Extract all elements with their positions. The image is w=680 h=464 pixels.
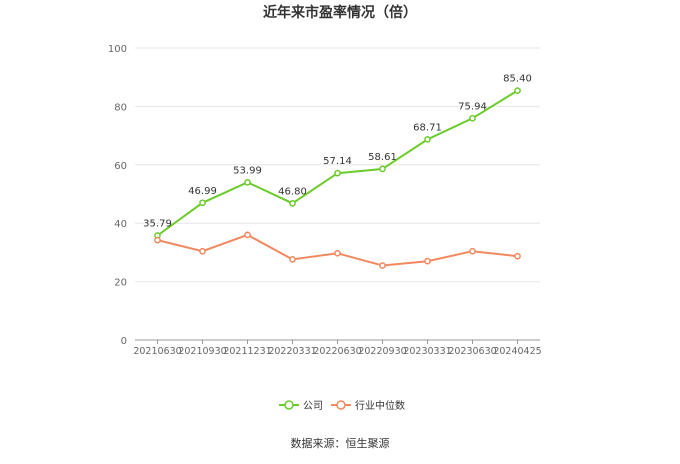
data-point[interactable] (379, 262, 386, 269)
data-point[interactable] (424, 257, 431, 265)
data-point[interactable] (244, 231, 251, 239)
data-point[interactable] (289, 256, 296, 263)
data-label: 75.94 (458, 101, 487, 112)
legend-marker[interactable] (284, 400, 294, 410)
data-point[interactable] (469, 114, 476, 122)
data-label: 58.61 (368, 152, 397, 163)
data-point[interactable] (154, 236, 161, 244)
y-tick-label: 20 (114, 278, 127, 289)
data-label: 46.99 (188, 186, 217, 197)
x-tick-label: 20220630 (313, 346, 361, 357)
x-tick-label: 20211231 (223, 346, 271, 357)
data-label: 85.40 (503, 74, 532, 85)
data-point[interactable] (289, 199, 296, 207)
data-point[interactable] (379, 165, 386, 173)
x-tick-label: 20210630 (133, 346, 181, 357)
series: 35.79 46.99 53.99 46.80 57.14 58.61 68.71 75.94… (143, 74, 532, 269)
axes: 0204060801002021063020210930202112312022… (108, 44, 542, 357)
legend-marker[interactable] (336, 400, 346, 410)
data-point[interactable] (424, 136, 431, 143)
data-label: 46.80 (278, 186, 307, 197)
grid-lines (135, 47, 540, 283)
legend[interactable]: 公司 行业中位数 (279, 399, 405, 412)
data-point[interactable] (334, 249, 341, 257)
data-point[interactable] (469, 247, 476, 255)
x-tick-label: 20220331 (268, 346, 316, 357)
data-point[interactable] (199, 247, 206, 255)
data-point[interactable] (244, 178, 251, 186)
y-tick-label: 60 (114, 161, 127, 172)
data-label: 53.99 (233, 165, 262, 176)
chart-title: 近年来市盈率情况（倍） (263, 4, 417, 21)
data-point[interactable] (514, 252, 521, 260)
data-point[interactable] (334, 169, 341, 177)
y-tick-label: 0 (121, 336, 127, 347)
data-label: 57.14 (323, 156, 352, 167)
legend-label[interactable]: 行业中位数 (355, 399, 405, 412)
x-tick-label: 20210930 (178, 346, 226, 357)
y-tick-label: 100 (108, 44, 127, 55)
y-tick-label: 40 (114, 219, 127, 230)
x-tick-label: 20240425 (493, 346, 541, 357)
data-label: 35.79 (143, 218, 172, 229)
legend-label[interactable]: 公司 (303, 401, 323, 412)
x-tick-label: 20230630 (448, 346, 496, 357)
x-tick-label: 20230331 (403, 346, 451, 357)
y-tick-label: 80 (114, 102, 127, 113)
data-point[interactable] (199, 199, 206, 207)
data-point[interactable] (514, 87, 521, 94)
x-tick-label: 20220930 (358, 346, 406, 357)
source-note: 数据来源：恒生聚源 (291, 436, 390, 450)
data-label: 68.71 (413, 122, 442, 133)
